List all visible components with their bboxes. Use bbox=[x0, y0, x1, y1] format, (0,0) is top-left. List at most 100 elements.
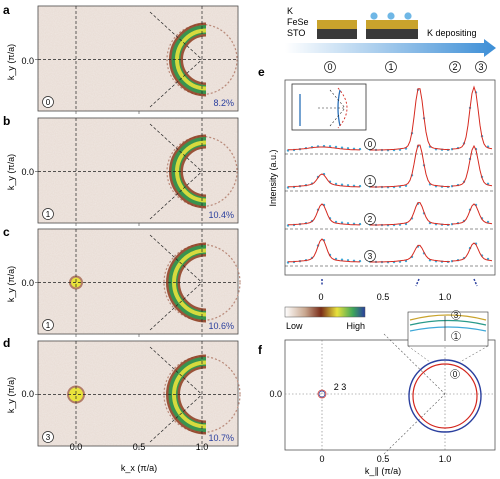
pocket-arc bbox=[175, 140, 207, 203]
panel-letter-a: a bbox=[3, 3, 10, 17]
arrow-label: K depositing bbox=[427, 28, 477, 38]
step-circle-2 bbox=[449, 61, 461, 73]
edc-fit bbox=[451, 144, 493, 187]
k-atom bbox=[387, 12, 395, 20]
map-panel-a: 0 8.2% bbox=[35, 5, 239, 114]
zoom-label-3: 3 bbox=[454, 311, 459, 320]
pocket-outline bbox=[163, 355, 241, 434]
colorbar-high: High bbox=[346, 321, 365, 331]
fese-layer-block-1 bbox=[317, 20, 357, 29]
step-circle-1 bbox=[385, 61, 397, 73]
edc-curve-0: 0 bbox=[285, 85, 495, 155]
edc-fit bbox=[370, 88, 451, 151]
step-circle-0 bbox=[324, 61, 336, 73]
map-bz-line bbox=[149, 59, 203, 108]
k-atom bbox=[370, 12, 378, 20]
sto-layer-block-2 bbox=[366, 29, 418, 39]
edc-fit bbox=[288, 173, 360, 188]
center-pocket-red bbox=[317, 389, 327, 399]
edc-label-circle bbox=[364, 175, 376, 187]
map-bz-line bbox=[149, 171, 203, 220]
map-c-ytick: 0.0 bbox=[21, 278, 34, 288]
layer-label-fese: FeSe bbox=[287, 17, 309, 27]
edc-frame bbox=[284, 79, 496, 276]
edc-xtick-0: 0 bbox=[318, 292, 323, 302]
map-percent: 10.7% bbox=[208, 433, 234, 443]
edc-xtick-2: 1.0 bbox=[439, 292, 452, 302]
edc-fit bbox=[288, 238, 360, 263]
edc-fit bbox=[451, 242, 493, 262]
zoom-label-1: 1 bbox=[454, 332, 459, 341]
map-step-circle bbox=[42, 319, 54, 331]
edc-fit bbox=[370, 144, 451, 188]
map-b-ytick: 0.0 bbox=[21, 167, 34, 177]
edc-label-circle bbox=[364, 250, 376, 262]
map-panel-b: 1 10.4% bbox=[35, 117, 239, 226]
map-b-ylabel: k_y (π/a) bbox=[6, 154, 16, 190]
edc-label-circle bbox=[364, 213, 376, 225]
m-pocket-blue bbox=[408, 359, 482, 433]
fermi-schematic: 3 1 0 2 3 bbox=[285, 310, 495, 455]
edc-point bbox=[340, 258, 344, 261]
colorbar bbox=[284, 306, 366, 318]
m-pocket-red bbox=[412, 363, 478, 429]
fermi-xtick-2: 1.0 bbox=[439, 454, 452, 464]
k-atom bbox=[404, 12, 412, 20]
layer-label-k: K bbox=[287, 6, 293, 16]
map-bz-line bbox=[149, 346, 203, 395]
edc-markers bbox=[321, 278, 478, 287]
deposition-schematic: K FeSe STO K depositing 0 1 2 3 bbox=[285, 6, 496, 73]
edc-inset bbox=[291, 83, 367, 131]
deposition-arrow bbox=[285, 39, 496, 57]
step-label-2: 2 bbox=[452, 62, 457, 72]
map-percent: 10.6% bbox=[208, 321, 234, 331]
fermi-frame bbox=[284, 339, 496, 451]
map-xtick-2: 1.0 bbox=[196, 442, 209, 452]
panel-letter-b: b bbox=[3, 114, 10, 128]
edc-curve-1: 1 bbox=[285, 144, 495, 192]
center-label: 2 3 bbox=[334, 382, 347, 392]
edc-label: 1 bbox=[368, 177, 373, 186]
inset-frame bbox=[291, 83, 367, 131]
map-panel-c: 1 10.6% bbox=[35, 228, 241, 337]
fese-layer-block-2 bbox=[366, 20, 418, 29]
edc-xtick-1: 0.5 bbox=[377, 292, 390, 302]
panel-letter-f: f bbox=[258, 343, 263, 357]
edc-point bbox=[340, 183, 344, 186]
map-c-ylabel: k_y (π/a) bbox=[6, 266, 16, 302]
fermi-xtick-0: 0 bbox=[319, 454, 324, 464]
map-panel-d: 3 10.7% bbox=[35, 340, 241, 449]
map-percent: 8.2% bbox=[213, 98, 234, 108]
edc-label: 2 bbox=[368, 215, 373, 224]
map-a-ytick: 0.0 bbox=[21, 56, 34, 66]
map-step-circle bbox=[42, 96, 54, 108]
map-bz-line bbox=[149, 123, 203, 172]
map-noise bbox=[38, 118, 238, 223]
map-step-circle bbox=[42, 431, 54, 443]
edc-label: 0 bbox=[368, 140, 373, 149]
edc-point bbox=[340, 146, 344, 149]
pocket-circle-0 bbox=[450, 369, 460, 379]
map-bz-line bbox=[149, 394, 203, 443]
edc-point bbox=[340, 221, 344, 224]
fermi-bz-line bbox=[383, 393, 446, 455]
pocket-outline bbox=[163, 243, 241, 322]
fermi-xlabel: k_∥ (π/a) bbox=[365, 466, 401, 476]
colorbar-low: Low bbox=[286, 321, 303, 331]
fermi-surface-maps: 0 8.2% 1 10.4% 1 10.6% 3 10.7% bbox=[35, 5, 241, 449]
step-circle-3 bbox=[475, 61, 487, 73]
map-xtick-0: 0.0 bbox=[70, 442, 83, 452]
pocket-arc bbox=[175, 28, 207, 91]
map-ylabels: k_y (π/a) k_y (π/a) k_y (π/a) k_y (π/a) bbox=[6, 44, 16, 413]
edc-fit bbox=[370, 202, 451, 226]
edc-fit bbox=[370, 244, 451, 263]
map-step-circle bbox=[42, 208, 54, 220]
zoom-pointer bbox=[459, 345, 489, 363]
layer-label-sto: STO bbox=[287, 28, 305, 38]
map-step-label: 3 bbox=[46, 433, 51, 442]
zoom-band-yellow bbox=[409, 314, 487, 321]
map-bz-line bbox=[149, 234, 203, 283]
map-d-ylabel: k_y (π/a) bbox=[6, 377, 16, 413]
map-noise bbox=[38, 6, 238, 111]
